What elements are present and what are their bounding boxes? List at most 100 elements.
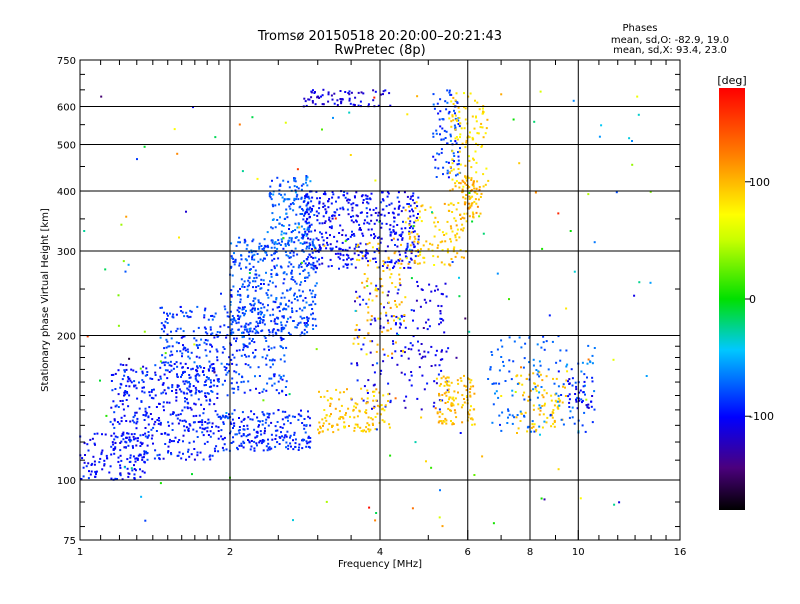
data-point — [250, 340, 253, 342]
data-point — [364, 255, 367, 258]
data-point — [360, 430, 363, 432]
data-point — [271, 259, 274, 262]
data-point — [270, 226, 273, 229]
data-point — [256, 430, 259, 433]
data-point — [465, 179, 468, 182]
data-point — [399, 322, 402, 325]
data-point — [84, 454, 86, 456]
data-point — [613, 503, 616, 506]
data-point — [539, 90, 542, 93]
data-point — [331, 426, 333, 428]
data-point — [557, 468, 560, 471]
data-point — [211, 345, 213, 348]
data-point — [535, 428, 538, 431]
data-point — [539, 406, 542, 409]
data-point — [400, 243, 402, 246]
data-point — [145, 450, 148, 453]
data-point — [381, 419, 384, 422]
data-point — [439, 489, 441, 492]
data-point — [186, 348, 189, 351]
data-point — [438, 408, 441, 411]
data-point — [174, 436, 177, 439]
data-point — [235, 371, 238, 374]
data-point — [172, 367, 175, 370]
data-point — [283, 423, 286, 426]
chart-subtitle: RwPretec (8p) — [334, 43, 425, 58]
data-point — [307, 317, 310, 320]
data-point — [373, 395, 375, 397]
data-point — [410, 277, 413, 280]
data-point — [248, 251, 251, 254]
data-point — [228, 315, 231, 318]
data-point — [479, 196, 482, 198]
data-point — [386, 294, 389, 297]
data-point — [315, 210, 318, 213]
data-point — [205, 376, 208, 379]
data-point — [436, 102, 439, 105]
data-point — [341, 98, 344, 101]
data-point — [244, 240, 247, 243]
data-point — [532, 408, 535, 411]
data-point — [553, 421, 556, 423]
data-point — [211, 367, 214, 370]
data-point — [395, 260, 398, 263]
data-point — [183, 370, 186, 373]
data-point — [226, 315, 229, 318]
data-point — [121, 378, 124, 381]
data-point — [151, 418, 154, 421]
data-point — [497, 396, 500, 399]
data-point — [284, 121, 287, 124]
data-point — [152, 397, 155, 400]
data-point — [307, 213, 310, 216]
data-point — [439, 411, 442, 414]
data-point — [458, 181, 460, 184]
data-point — [273, 246, 276, 249]
data-point — [410, 374, 413, 377]
data-point — [193, 448, 196, 450]
data-point — [219, 331, 221, 334]
data-point — [368, 424, 371, 427]
data-point — [159, 377, 162, 380]
data-point — [119, 454, 122, 457]
data-point — [465, 184, 468, 186]
data-point — [216, 350, 219, 353]
data-point — [366, 197, 369, 200]
data-point — [410, 252, 413, 255]
data-point — [278, 310, 281, 313]
data-point — [313, 296, 316, 299]
data-point — [92, 455, 95, 458]
data-point — [143, 419, 146, 421]
data-point — [637, 113, 640, 116]
data-point — [238, 417, 240, 419]
data-point — [435, 377, 438, 380]
data-point — [146, 444, 149, 447]
data-point — [487, 378, 490, 380]
data-point — [285, 212, 288, 215]
data-point — [557, 335, 560, 338]
data-point — [229, 310, 232, 313]
data-point — [429, 206, 432, 209]
data-point — [502, 364, 505, 367]
data-point — [360, 348, 363, 351]
data-point — [182, 434, 185, 437]
data-point — [274, 331, 277, 334]
data-point — [507, 408, 509, 411]
data-point — [106, 457, 108, 460]
data-point — [164, 432, 167, 435]
data-point — [464, 164, 467, 167]
data-point — [297, 413, 300, 416]
data-point — [255, 286, 258, 289]
data-point — [326, 237, 329, 239]
data-point — [573, 422, 576, 425]
data-point — [147, 415, 150, 418]
data-point — [507, 416, 509, 419]
data-point — [246, 244, 249, 247]
data-point — [446, 101, 449, 104]
data-point — [364, 411, 367, 414]
data-point — [139, 367, 142, 370]
data-point — [171, 353, 174, 356]
data-point — [252, 265, 255, 268]
data-point — [377, 104, 380, 107]
data-point — [251, 256, 254, 259]
data-point — [351, 257, 354, 260]
